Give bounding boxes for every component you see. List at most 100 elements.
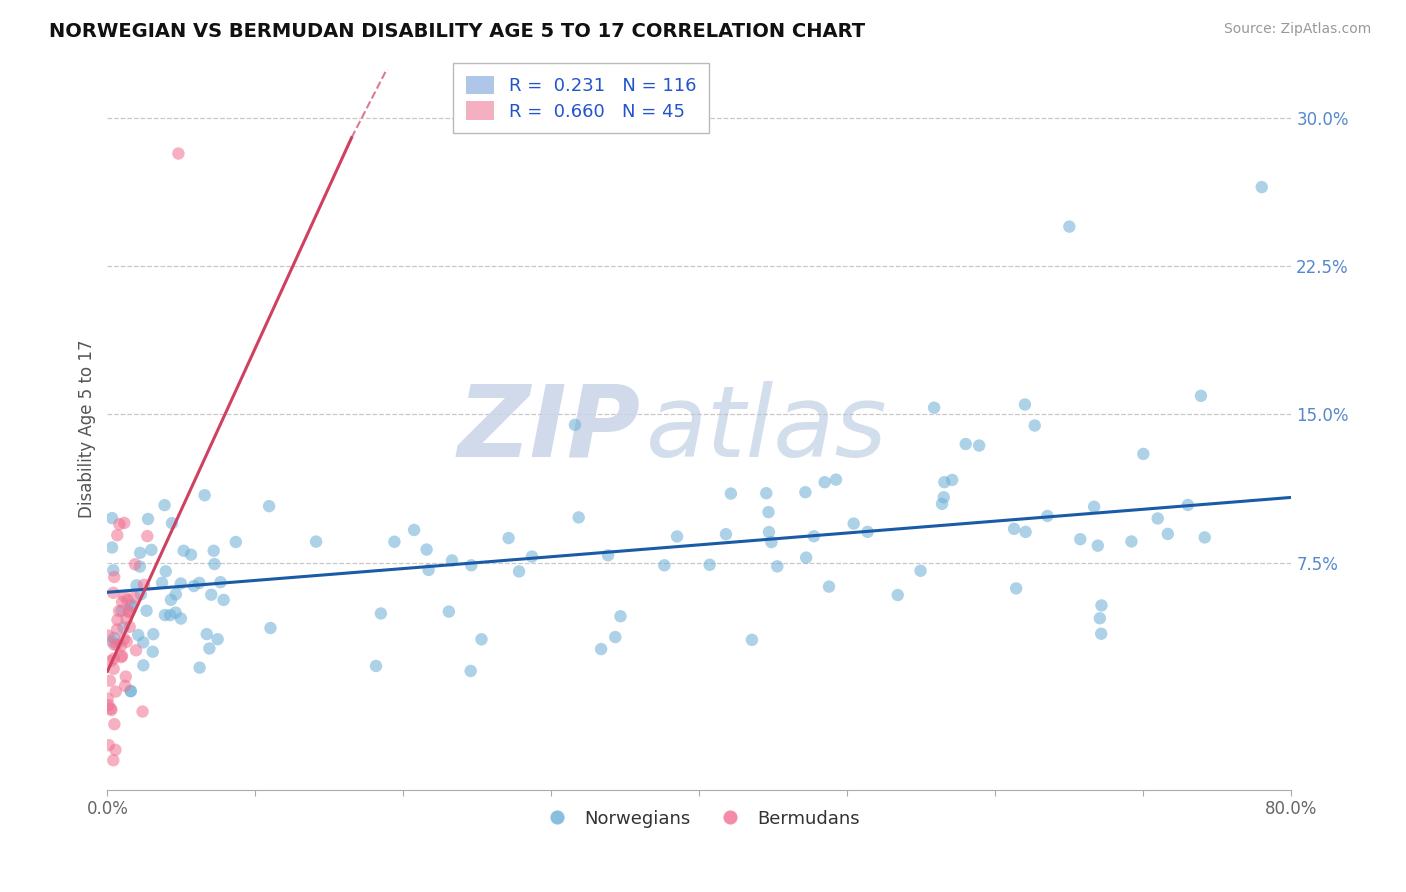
Point: [1059, 219, 1081, 234]
Point: [101, 541, 124, 555]
Point: [124, 558, 146, 572]
Point: [1194, 530, 1216, 544]
Point: [440, 553, 463, 567]
Point: [591, 642, 613, 657]
Point: [103, 586, 125, 600]
Point: [105, 528, 128, 542]
Point: [967, 439, 990, 453]
Point: [167, 146, 190, 161]
Point: [941, 473, 963, 487]
Point: [212, 593, 235, 607]
Point: [103, 570, 125, 584]
Point: [1090, 599, 1112, 613]
Point: [370, 607, 392, 621]
Point: [100, 703, 122, 717]
Point: [117, 593, 139, 607]
Point: [1069, 532, 1091, 546]
Point: [415, 542, 437, 557]
Point: [118, 620, 141, 634]
Point: [1036, 508, 1059, 523]
Point: [758, 524, 780, 539]
Point: [654, 558, 676, 573]
Point: [160, 592, 183, 607]
Point: [932, 490, 955, 504]
Point: [136, 529, 159, 543]
Point: [100, 702, 122, 716]
Point: [103, 753, 125, 767]
Point: [508, 565, 530, 579]
Point: [188, 660, 211, 674]
Point: [1157, 527, 1180, 541]
Point: [124, 590, 146, 604]
Point: [404, 523, 426, 537]
Text: NORWEGIAN VS BERMUDAN DISABILITY AGE 5 TO 17 CORRELATION CHART: NORWEGIAN VS BERMUDAN DISABILITY AGE 5 T…: [49, 22, 865, 41]
Point: [1189, 389, 1212, 403]
Point: [720, 486, 742, 500]
Point: [101, 634, 124, 648]
Point: [202, 543, 225, 558]
Point: [100, 654, 122, 668]
Point: [384, 534, 406, 549]
Point: [200, 588, 222, 602]
Point: [108, 517, 131, 532]
Point: [955, 437, 977, 451]
Point: [305, 534, 328, 549]
Point: [118, 605, 141, 619]
Point: [188, 575, 211, 590]
Point: [111, 604, 134, 618]
Point: [132, 578, 155, 592]
Point: [132, 658, 155, 673]
Point: [111, 648, 134, 663]
Point: [209, 575, 232, 590]
Point: [596, 549, 619, 563]
Point: [460, 558, 482, 573]
Point: [98, 673, 121, 688]
Point: [1087, 539, 1109, 553]
Point: [931, 497, 953, 511]
Point: [110, 650, 132, 665]
Point: [114, 679, 136, 693]
Point: [103, 631, 125, 645]
Point: [132, 635, 155, 649]
Point: [121, 598, 143, 612]
Point: [755, 486, 778, 500]
Point: [150, 575, 173, 590]
Point: [741, 632, 763, 647]
Point: [1121, 534, 1143, 549]
Point: [129, 587, 152, 601]
Point: [818, 580, 841, 594]
Point: [1177, 498, 1199, 512]
Point: [112, 620, 135, 634]
Point: [136, 512, 159, 526]
Point: [364, 659, 387, 673]
Point: [104, 743, 127, 757]
Point: [842, 516, 865, 531]
Point: [568, 510, 591, 524]
Point: [115, 612, 138, 626]
Point: [520, 549, 543, 564]
Point: [155, 564, 177, 578]
Point: [103, 651, 125, 665]
Point: [160, 516, 183, 530]
Point: [922, 401, 945, 415]
Point: [1090, 626, 1112, 640]
Point: [814, 475, 837, 490]
Text: atlas: atlas: [647, 381, 887, 478]
Point: [1088, 611, 1111, 625]
Point: [97, 691, 120, 706]
Point: [120, 684, 142, 698]
Point: [1014, 524, 1036, 539]
Point: [225, 535, 247, 549]
Point: [825, 473, 848, 487]
Point: [794, 485, 817, 500]
Y-axis label: Disability Age 5 to 17: Disability Age 5 to 17: [79, 340, 96, 518]
Point: [910, 564, 932, 578]
Point: [125, 578, 148, 592]
Point: [1002, 522, 1025, 536]
Point: [141, 542, 163, 557]
Point: [103, 717, 125, 731]
Point: [1083, 500, 1105, 514]
Point: [97, 629, 120, 643]
Point: [766, 559, 789, 574]
Point: [153, 498, 176, 512]
